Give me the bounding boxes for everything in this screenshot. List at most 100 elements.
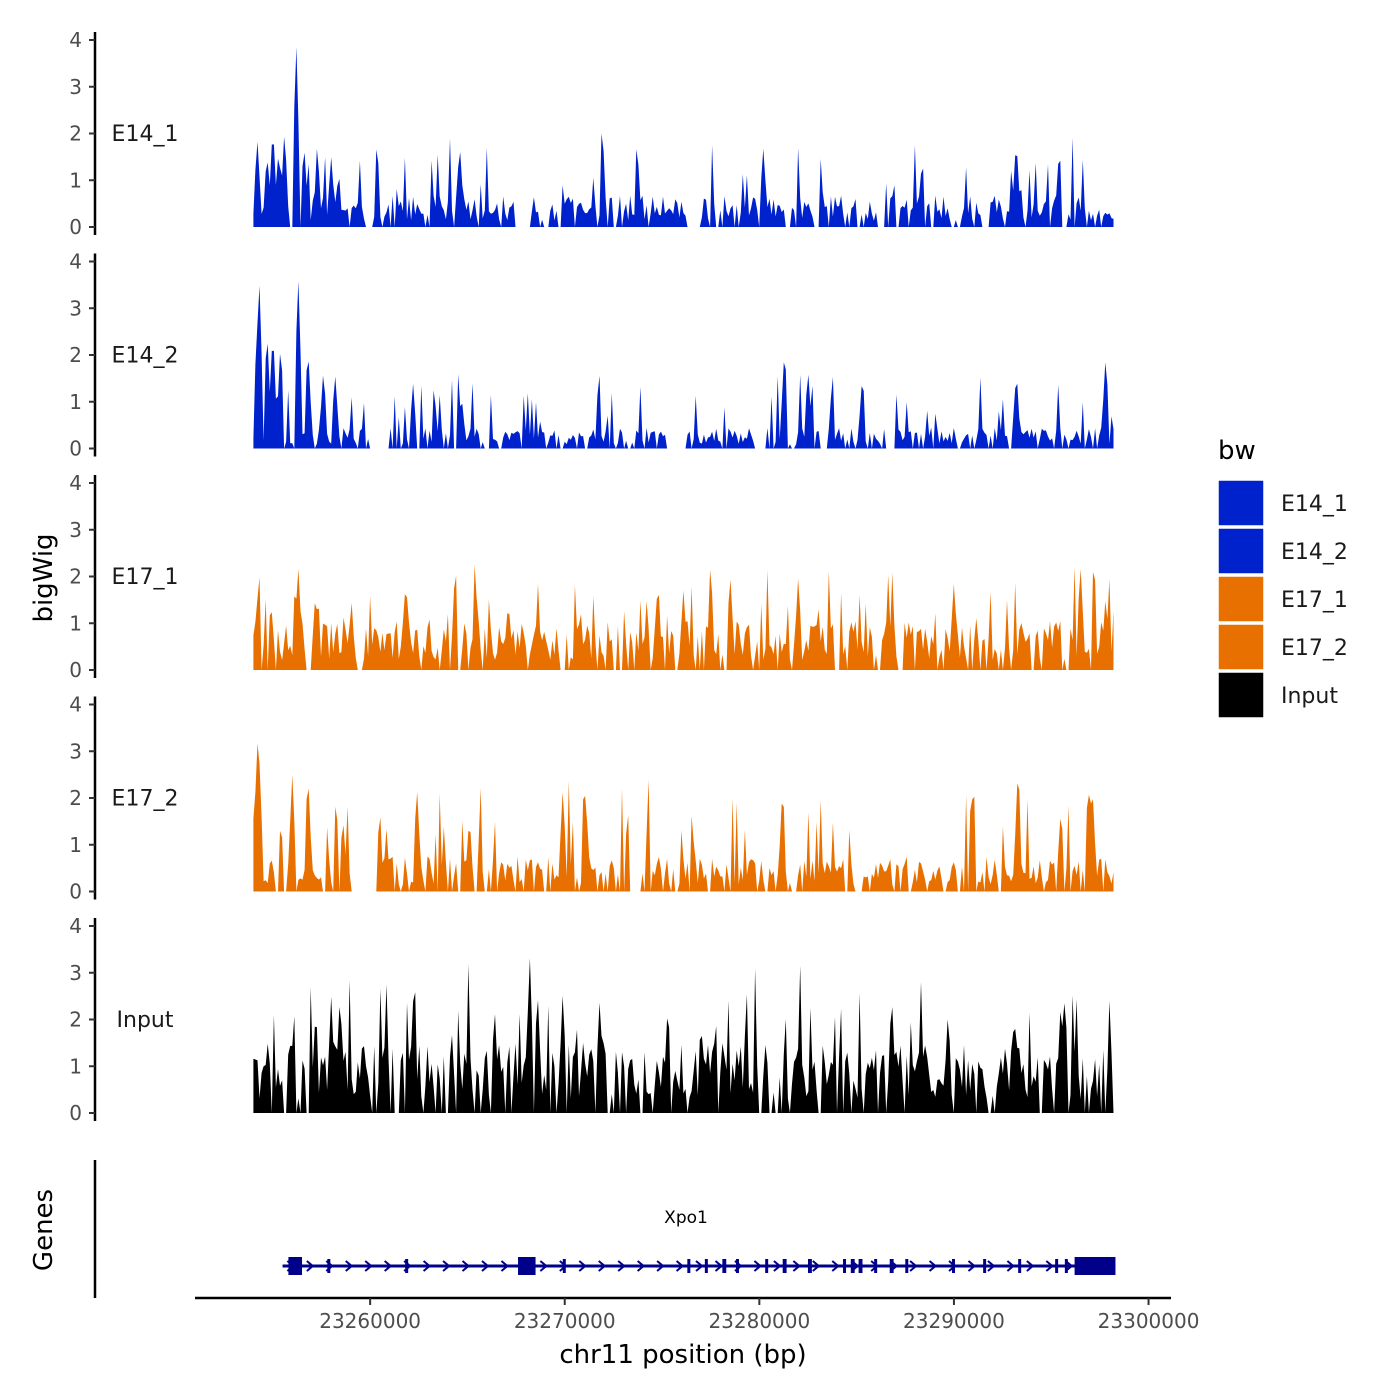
legend-label: E17_2 (1281, 636, 1348, 661)
y-tick-label: 4 (69, 28, 82, 52)
track-Input: 0 1 2 3 4 Input (69, 914, 1114, 1125)
gene-exon (874, 1259, 878, 1273)
gene-exon (288, 1257, 303, 1275)
y-tick-label: 2 (69, 786, 82, 810)
y-tick-label: 1 (69, 611, 82, 635)
y-tick-label: 0 (69, 658, 82, 682)
gene-exon (1055, 1259, 1059, 1273)
gene-exon (951, 1259, 955, 1273)
strand-chevron (578, 1260, 587, 1272)
strand-chevron (831, 1260, 840, 1272)
legend-label: Input (1281, 684, 1338, 709)
strand-chevron (967, 1260, 977, 1272)
legend: E14_1 E14_2 E17_1 E17_2 Input (1217, 479, 1348, 719)
y-tick-label: 3 (69, 961, 82, 985)
y-tick-label: 3 (69, 739, 82, 763)
strand-chevron (442, 1260, 451, 1272)
strand-chevron (812, 1260, 821, 1272)
genes-axis-title: Genes (29, 1189, 59, 1271)
strand-chevron (1045, 1260, 1054, 1272)
tracks-group: 0 1 2 3 4 E14_1 0 1 2 3 4 E14_2 0 1 2 3 4 E17_1 0 1 2 3 4 E17_2… (69, 28, 1114, 1125)
strand-chevron (1026, 1260, 1035, 1272)
y-tick-label: 4 (69, 914, 82, 938)
track-E14_2: 0 1 2 3 4 E14_2 (69, 250, 1114, 461)
gene-exon (807, 1259, 812, 1273)
y-tick-label: 1 (69, 833, 82, 857)
strand-chevron (539, 1260, 548, 1272)
strand-chevron (481, 1260, 490, 1272)
strand-chevron (461, 1260, 471, 1272)
strand-chevron (345, 1260, 354, 1272)
signal-area-Input (253, 958, 1114, 1113)
signal-area-E17_1 (253, 564, 1114, 670)
gene-exon (1064, 1259, 1068, 1273)
legend-swatch (1217, 479, 1265, 527)
y-tick-label: 1 (69, 1054, 82, 1078)
strand-chevron (598, 1260, 607, 1272)
x-tick-label: 23260000 (319, 1309, 421, 1333)
y-tick-label: 0 (69, 215, 82, 239)
y-tick-label: 3 (69, 518, 82, 542)
strand-chevron (636, 1260, 646, 1272)
y-tick-label: 3 (69, 296, 82, 320)
gene-exon (983, 1259, 987, 1273)
strand-chevron (364, 1260, 373, 1272)
y-tick-label: 4 (69, 693, 82, 717)
legend-title: bw (1218, 436, 1256, 466)
legend-label: E17_1 (1281, 588, 1348, 613)
legend-swatch (1217, 671, 1265, 719)
gene-exon (1018, 1259, 1022, 1273)
strand-chevron (909, 1260, 918, 1272)
track-label: E17_2 (112, 787, 179, 812)
gene-exon (843, 1259, 847, 1273)
strand-chevron (987, 1260, 996, 1272)
legend-swatch (1217, 623, 1265, 671)
strand-chevron (714, 1260, 724, 1272)
y-tick-label: 0 (69, 1101, 82, 1125)
gene-exon (735, 1259, 739, 1273)
legend-label: E14_1 (1281, 492, 1348, 517)
track-E17_1: 0 1 2 3 4 E17_1 (69, 471, 1114, 682)
gene-exon (704, 1259, 708, 1273)
legend-swatch (1217, 575, 1265, 623)
y-tick-label: 0 (69, 437, 82, 461)
strand-chevron (792, 1260, 801, 1272)
track-label: Input (117, 1008, 174, 1033)
gene-exon (858, 1259, 863, 1273)
y-tick-label: 1 (69, 390, 82, 414)
x-tick-label: 23290000 (903, 1309, 1005, 1333)
track-label: E14_2 (112, 344, 179, 369)
gene-exon (405, 1259, 409, 1273)
strand-chevron (384, 1260, 393, 1272)
gene-exon (905, 1259, 909, 1273)
strand-chevron (675, 1260, 685, 1272)
signal-area-E17_2 (253, 743, 1114, 892)
track-label: E17_1 (112, 565, 179, 590)
y-tick-label: 1 (69, 168, 82, 192)
gene-exon (327, 1259, 331, 1273)
strand-chevron (617, 1260, 626, 1272)
strand-chevron (422, 1260, 432, 1272)
y-tick-label: 0 (69, 880, 82, 904)
y-tick-label: 4 (69, 471, 82, 495)
genes-panel: Xpo1 (93, 1160, 1116, 1298)
gene-exon (765, 1259, 769, 1273)
strand-chevron (1006, 1260, 1015, 1272)
strand-chevron (753, 1260, 762, 1272)
gene-exon (889, 1259, 894, 1273)
strand-chevron (306, 1260, 315, 1272)
legend-swatch (1217, 527, 1265, 575)
strand-chevron (773, 1260, 782, 1272)
strand-chevron (695, 1260, 704, 1272)
gene-exon (518, 1257, 536, 1275)
strand-chevron (656, 1260, 665, 1272)
track-E14_1: 0 1 2 3 4 E14_1 (69, 28, 1114, 239)
signal-area-E14_2 (253, 281, 1114, 449)
gene-exon (782, 1259, 787, 1273)
gene-exon (562, 1259, 566, 1273)
y-tick-label: 4 (69, 250, 82, 274)
gene-name-label: Xpo1 (664, 1208, 708, 1228)
y-tick-label: 2 (69, 1008, 82, 1032)
x-axis-title: chr11 position (bp) (559, 1340, 806, 1370)
